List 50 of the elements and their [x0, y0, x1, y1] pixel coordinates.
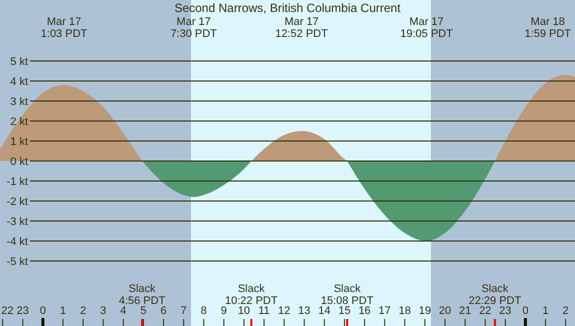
x-tick-label: 9: [220, 305, 227, 317]
annotation: Mar 17 1:03 PDT: [40, 16, 88, 40]
y-tick-label: 4 kt: [10, 76, 28, 88]
x-tick-label: 22: [479, 305, 492, 317]
annotation: Mar 18 1:59 PDT: [524, 16, 572, 40]
x-tick-label: 15: [338, 305, 351, 317]
y-tick-label: -4 kt: [6, 236, 28, 248]
x-tick-label: 20: [438, 305, 452, 317]
x-tick-label: 0: [522, 305, 528, 317]
annotation: Mar 17 7:30 PDT: [170, 16, 218, 40]
x-tick-label: 19: [418, 305, 432, 317]
y-tick-label: -3 kt: [6, 216, 28, 228]
annotation: Slack 10:22 PDT: [225, 283, 278, 307]
y-tick-label: -2 kt: [6, 196, 28, 208]
x-tick-label: 14: [318, 305, 330, 317]
x-tick-label: 13: [298, 305, 310, 317]
x-tick-label: 1: [542, 305, 549, 317]
y-tick-label: 1 kt: [10, 136, 28, 148]
x-tick-label: 4: [120, 305, 126, 317]
x-tick-label: 8: [200, 305, 207, 317]
x-tick-label: 3: [100, 305, 106, 317]
x-tick-label: 23: [16, 305, 29, 317]
annotation: Mar 17 19:05 PDT: [400, 16, 454, 40]
y-tick-label: -5 kt: [6, 256, 28, 268]
x-tick-label: 22: [1, 305, 14, 317]
y-tick-label: 2 kt: [10, 116, 28, 128]
annotation: Mar 17 12:52 PDT: [275, 16, 328, 40]
x-tick-label: 18: [398, 305, 411, 317]
x-tick-label: 5: [140, 305, 146, 317]
annotation: Slack 22:29 PDT: [468, 283, 522, 307]
x-tick-label: 6: [160, 305, 167, 317]
x-tick-label: 10: [238, 305, 250, 317]
y-tick-label: 3 kt: [10, 96, 28, 108]
x-tick-label: 1: [60, 305, 66, 317]
y-tick-label: 0 kt: [10, 156, 28, 168]
x-tick-label: 17: [378, 305, 391, 317]
x-tick-label: 21: [458, 305, 472, 317]
x-tick-label: 2: [562, 305, 569, 317]
annotation: Slack 15:08 PDT: [320, 283, 374, 307]
x-tick-label: 16: [358, 305, 371, 317]
x-tick-label: 2: [80, 305, 86, 317]
x-tick-label: 7: [180, 305, 187, 317]
annotation: Slack 4:56 PDT: [118, 283, 166, 307]
chart-title: Second Narrows, British Columbia Current: [174, 1, 402, 15]
y-tick-label: 5 kt: [10, 56, 28, 68]
x-tick-label: 12: [278, 305, 290, 317]
x-tick-label: 0: [40, 305, 46, 317]
x-tick-label: 23: [499, 305, 512, 317]
y-tick-label: -1 kt: [6, 176, 28, 188]
x-tick-label: 11: [258, 305, 270, 317]
